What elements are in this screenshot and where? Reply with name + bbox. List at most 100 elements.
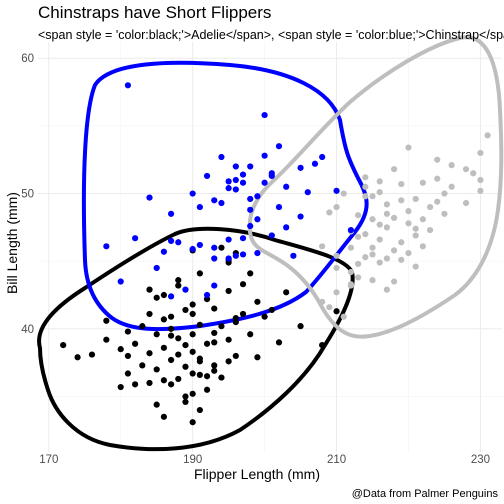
gentoo-point: [390, 166, 398, 173]
adelie-point: [211, 367, 218, 374]
gentoo-point: [477, 176, 484, 184]
chinstrap-point: [247, 206, 254, 213]
gentoo-point: [390, 247, 398, 254]
chinstrap-point: [297, 213, 304, 220]
chinstrap-point: [290, 252, 297, 259]
adelie-point: [146, 310, 153, 318]
gentoo-point: [333, 252, 340, 259]
chinstrap-point: [275, 143, 283, 150]
gentoo-point: [434, 156, 441, 163]
gentoo-point: [390, 278, 398, 285]
gentoo-point: [426, 226, 434, 234]
gentoo-point: [362, 231, 369, 238]
chinstrap-point: [232, 163, 239, 170]
adelie-point: [218, 244, 225, 251]
chinstrap-point: [261, 179, 268, 186]
gentoo-point: [434, 198, 441, 205]
adelie-point: [333, 308, 340, 315]
gentoo-point: [369, 277, 376, 284]
group-hulls: [37, 35, 504, 452]
adelie-point: [189, 301, 196, 308]
gentoo-point: [405, 249, 412, 257]
adelie-point: [275, 339, 283, 346]
gentoo-point: [340, 190, 347, 197]
chinstrap-point: [203, 172, 211, 180]
adelie-point: [60, 342, 67, 349]
plot-grid: [38, 42, 502, 452]
adelie-point: [254, 354, 261, 361]
gentoo-point: [484, 132, 491, 139]
gentoo-point: [398, 197, 405, 204]
chinstrap-point: [247, 163, 254, 170]
chinstrap-point: [225, 236, 232, 243]
adelie-point: [218, 323, 225, 330]
chinstrap-point: [319, 153, 326, 161]
x-tick-label: 230: [471, 454, 490, 466]
gentoo-point: [383, 286, 390, 293]
chinstrap-point: [211, 197, 218, 204]
chinstrap-point: [239, 251, 247, 258]
adelie-point: [139, 362, 146, 369]
adelie-point: [167, 325, 175, 332]
x-tick-label: 170: [39, 454, 58, 466]
adelie-point: [239, 310, 247, 318]
adelie-point: [117, 346, 124, 353]
chinstrap-point: [175, 239, 182, 246]
chinstrap-point: [167, 210, 175, 217]
gentoo-point: [326, 304, 333, 311]
chinstrap-point: [261, 111, 268, 119]
chinstrap-point: [239, 235, 247, 242]
chinstrap-point: [196, 203, 203, 211]
gentoo-point: [412, 225, 419, 232]
chinstrap-point: [225, 255, 232, 262]
x-tick-label: 190: [183, 454, 202, 466]
gentoo-point: [477, 149, 484, 157]
gentoo-point: [355, 274, 362, 281]
chinstrap-point: [189, 190, 196, 197]
adelie-point: [261, 313, 268, 320]
adelie-point: [203, 373, 211, 380]
adelie-point: [132, 340, 139, 347]
adelie-point: [247, 331, 254, 338]
adelie-point: [175, 351, 182, 358]
adelie-point: [160, 344, 167, 351]
chinstrap-point: [261, 152, 268, 159]
gentoo-point: [412, 263, 419, 270]
x-axis-ticks: 170 190 210 230: [39, 454, 490, 466]
adelie-point: [103, 336, 110, 343]
gentoo-point: [383, 201, 390, 208]
gentoo-point: [319, 243, 326, 250]
adelie-point: [175, 375, 182, 383]
gentoo-point: [419, 243, 426, 250]
gentoo-point: [333, 203, 340, 211]
adelie-point: [139, 323, 146, 330]
gentoo-point: [398, 180, 405, 188]
adelie-point: [196, 270, 203, 277]
adelie-point: [160, 291, 167, 299]
gentoo-point: [355, 233, 362, 240]
y-axis-ticks: 40 50 60: [21, 53, 34, 336]
gentoo-point: [362, 174, 369, 181]
chinstrap-point: [254, 249, 261, 257]
chinstrap-point: [232, 176, 239, 184]
chinstrap-point: [146, 194, 153, 201]
adelie-point: [189, 310, 196, 318]
adelie-point: [146, 350, 153, 357]
adelie-point: [196, 321, 203, 328]
chinstrap-point: [232, 186, 239, 193]
adelie-point: [211, 305, 218, 312]
chinstrap-point: [189, 245, 196, 253]
adelie-point: [196, 358, 203, 365]
gentoo-point: [347, 282, 355, 289]
adelie-point: [146, 286, 153, 293]
gentoo-point: [383, 224, 390, 231]
chinstrap-point: [203, 291, 211, 299]
y-axis-title: Bill Length (mm): [4, 192, 20, 294]
adelie-point: [175, 282, 182, 289]
adelie-point: [153, 294, 160, 301]
adelie-point: [268, 306, 275, 314]
chinstrap-point: [283, 183, 290, 190]
chinstrap-point: [239, 179, 247, 186]
adelie-point: [88, 351, 96, 358]
adelie-point: [182, 342, 189, 349]
